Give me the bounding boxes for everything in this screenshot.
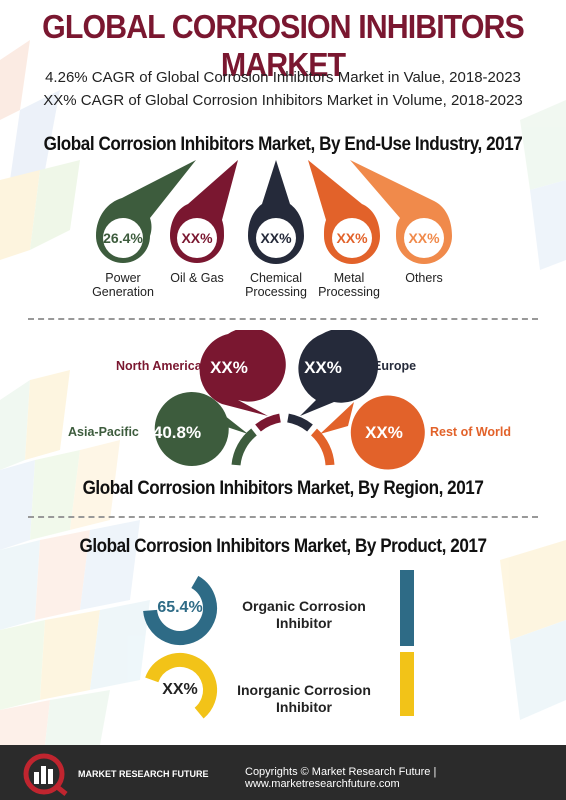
chemical-processing-label-line1: Chemical [249, 271, 303, 285]
bubble-rest-of-world [320, 395, 425, 470]
brand-logo-icon [23, 753, 68, 796]
pin-others [350, 160, 452, 264]
metal-processing-label-line1: Metal [333, 271, 365, 285]
oil-gas-label-line1: Oil & Gas [170, 271, 224, 285]
europe-value: XX% [304, 358, 342, 377]
product-title: Global Corrosion Inhibitors Market, By P… [79, 536, 487, 557]
bubble-europe [298, 330, 379, 416]
inorganic-label-line1: Inorganic Corrosion [237, 682, 371, 698]
organic-value: 65.4% [157, 599, 203, 616]
arc-rest-of-world [310, 428, 335, 466]
cagr-value-line: 4.26% CAGR of Global Corrosion Inhibitor… [45, 69, 521, 86]
asia-pacific-value: 40.8% [152, 423, 202, 442]
chemical-processing-value: XX% [260, 230, 292, 246]
region-title: Global Corrosion Inhibitors Market, By R… [82, 478, 484, 499]
metal-processing-value: XX% [336, 230, 368, 246]
ring-inorganic [143, 653, 217, 727]
chemical-processing-label-line2: Processing [245, 285, 307, 299]
organic-bar [400, 570, 414, 646]
inorganic-label: Inorganic Corrosion Inhibitor [224, 682, 384, 716]
organic-label-line1: Organic Corrosion [242, 598, 366, 614]
north-america-value: XX% [210, 358, 248, 377]
metal-processing-label-line2: Processing [318, 285, 380, 299]
arc-asia-pacific [231, 428, 257, 466]
pin-metal-processing [308, 160, 380, 264]
others-value: XX% [408, 230, 440, 246]
page-title: GLOBAL CORROSION INHIBITORS MARKET [42, 8, 525, 83]
footer-brand: MARKET RESEARCH FUTURE [78, 769, 209, 779]
asia-pacific-label: Asia-Pacific [68, 425, 139, 439]
region-graphic [154, 330, 425, 470]
footer [0, 745, 566, 800]
organic-label-line2: Inhibitor [276, 615, 332, 631]
inorganic-value: XX% [162, 681, 198, 698]
metal-processing-label: Metal Processing [304, 271, 394, 299]
footer-copyright: Copyrights © Market Research Future | ww… [245, 766, 437, 790]
cagr-volume-line: XX% CAGR of Global Corrosion Inhibitors … [43, 92, 523, 109]
organic-label: Organic Corrosion Inhibitor [224, 598, 384, 632]
north-america-label: North America [116, 359, 202, 373]
pin-oil-gas [170, 160, 238, 263]
power-generation-label-line2: Generation [92, 285, 154, 299]
pin-power-generation [96, 160, 196, 263]
others-label: Others [379, 271, 469, 285]
ring-organic [143, 571, 217, 645]
oil-gas-value: XX% [181, 230, 213, 246]
end-use-title: Global Corrosion Inhibitors Market, By E… [43, 134, 523, 155]
europe-label: Europe [373, 359, 417, 373]
divider-1 [28, 318, 538, 320]
power-generation-label-line1: Power [105, 271, 141, 285]
oil-gas-label: Oil & Gas [152, 271, 242, 285]
product-rings [143, 571, 217, 727]
rest-of-world-label: Rest of World [430, 425, 512, 439]
chemical-processing-label: Chemical Processing [231, 271, 321, 299]
inorganic-label-line2: Inhibitor [276, 699, 332, 715]
power-generation-label: Power Generation [78, 271, 168, 299]
rest-of-world-value: XX% [365, 423, 403, 442]
end-use-pins [96, 160, 452, 264]
bubble-asia-pacific [154, 392, 248, 467]
arc-north-america [255, 413, 281, 432]
others-label-line1: Others [405, 271, 443, 285]
divider-2 [28, 516, 538, 518]
inorganic-bar [400, 652, 414, 716]
arc-europe [287, 413, 313, 432]
bubble-north-america [199, 330, 286, 416]
pin-chemical-processing [248, 160, 304, 264]
power-generation-value: 26.4% [103, 230, 143, 246]
